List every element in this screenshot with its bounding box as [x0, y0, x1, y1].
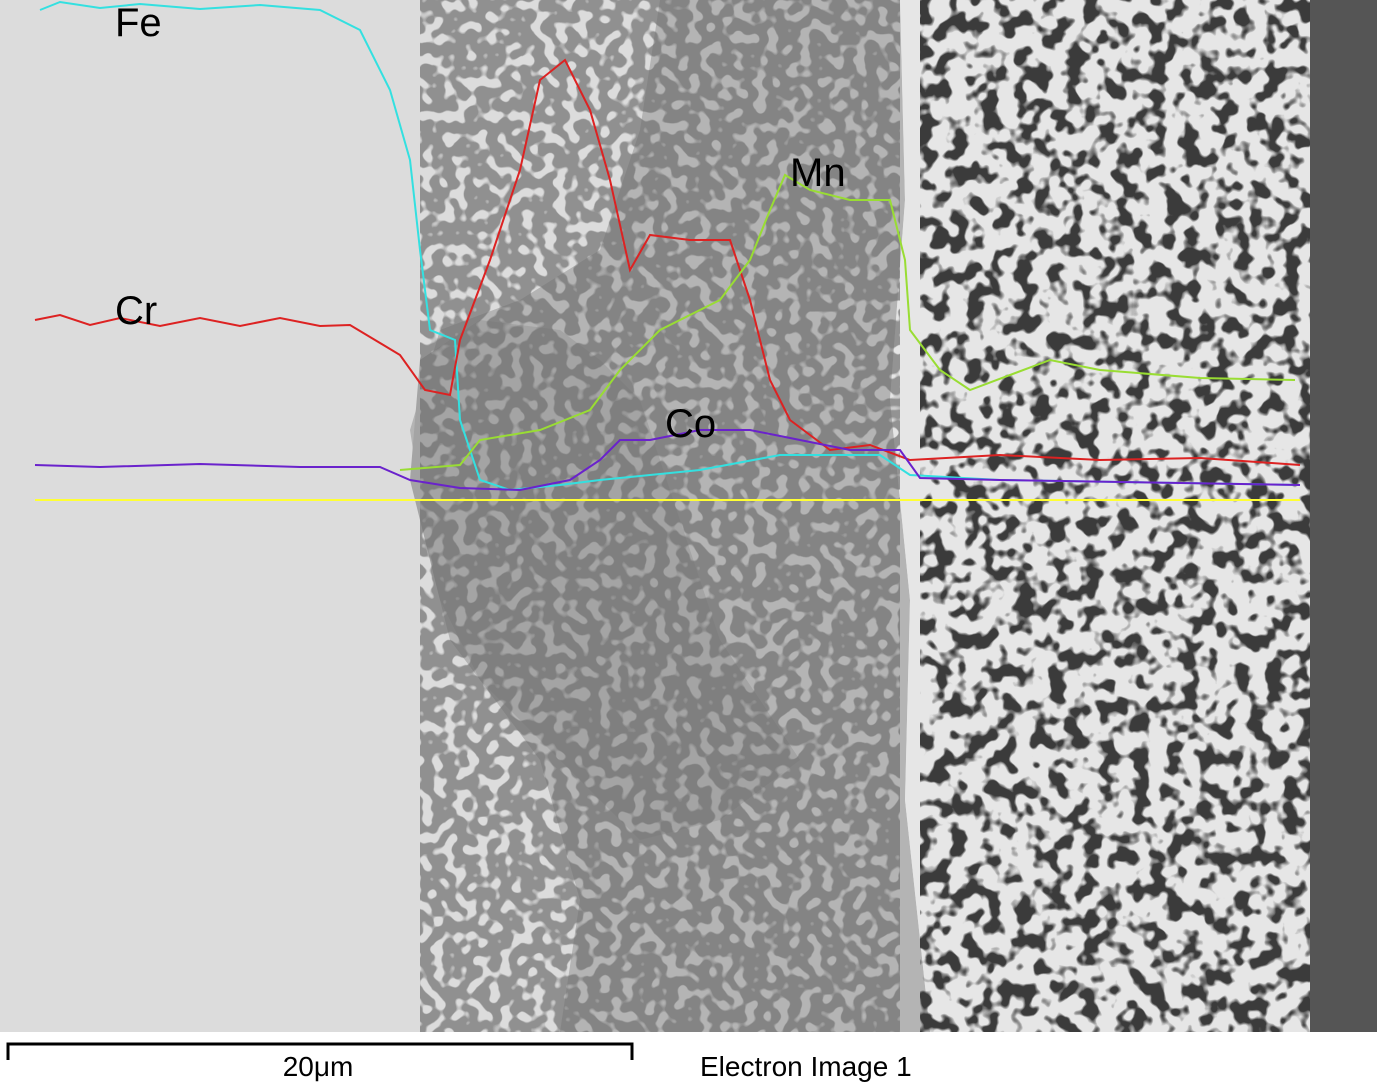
page: Fe Cr Mn Co 20μm Electron Image 1 (() =>…	[0, 0, 1377, 1085]
element-label: Co	[665, 402, 716, 446]
sem-image: Fe Cr Mn Co 20μm Electron Image 1	[0, 0, 1377, 1085]
image-caption: Electron Image 1	[700, 1051, 912, 1082]
element-label: Fe	[115, 1, 162, 45]
scale-bar-label: 20μm	[283, 1051, 354, 1082]
footer	[0, 1032, 1377, 1085]
element-label: Mn	[790, 151, 846, 195]
element-label: Cr	[115, 289, 157, 333]
edge-strip	[1310, 0, 1377, 1032]
porous-texture	[920, 0, 1310, 1032]
